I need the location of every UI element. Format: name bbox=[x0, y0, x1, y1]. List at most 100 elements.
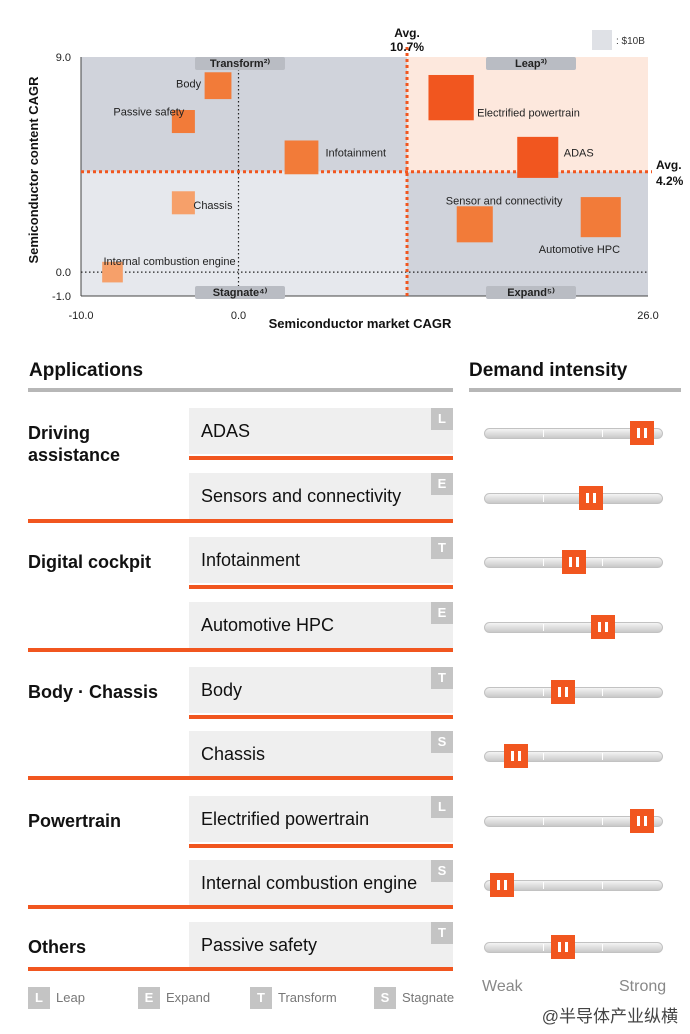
marker-grip bbox=[564, 942, 568, 952]
demand-track bbox=[484, 622, 663, 633]
avg-y-label-1: Avg. bbox=[656, 158, 682, 172]
demand-track bbox=[484, 880, 663, 891]
marker-grip bbox=[585, 493, 589, 503]
demand-track-tick bbox=[543, 753, 545, 760]
group-label-0: Driving assistance bbox=[28, 422, 120, 466]
application-label: Chassis bbox=[201, 744, 266, 764]
legend-label-leap: Leap bbox=[56, 990, 85, 1005]
marker-grip bbox=[592, 493, 596, 503]
bubble-automotive-hpc bbox=[580, 197, 621, 238]
marker-grip bbox=[597, 622, 601, 632]
demand-level-marker bbox=[590, 615, 615, 639]
quadrant-tag-bg-leap bbox=[486, 57, 576, 70]
group-label-line: assistance bbox=[28, 445, 121, 465]
demand-track bbox=[484, 493, 663, 504]
marker-grip bbox=[497, 880, 501, 890]
application-label: Infotainment bbox=[201, 550, 301, 570]
quadrant-tag-badge: S bbox=[431, 860, 453, 882]
group-rule bbox=[28, 967, 453, 971]
demand-track-tick bbox=[601, 753, 603, 760]
demand-level-marker bbox=[629, 809, 654, 833]
avg-x-label-1: Avg. bbox=[394, 26, 420, 40]
quadrant-tag-badge: L bbox=[431, 408, 453, 430]
scale-weak-label: Weak bbox=[482, 978, 523, 995]
application-row: ADAS bbox=[189, 408, 453, 454]
marker-grip bbox=[643, 428, 647, 438]
demand-level-marker bbox=[550, 935, 575, 959]
demand-track-tick bbox=[543, 882, 545, 889]
bubble-label: Electrified powertrain bbox=[477, 108, 580, 120]
group-rule bbox=[28, 519, 453, 523]
demand-track-tick bbox=[543, 495, 545, 502]
demand-track-tick bbox=[543, 624, 545, 631]
marker-grip bbox=[604, 622, 608, 632]
quadrant-tag-leap: Leap³⁾ bbox=[515, 58, 547, 70]
size-legend-label: : $10B bbox=[616, 36, 645, 47]
group-label-line: Body · Chassis bbox=[28, 682, 159, 702]
application-label: Automotive HPC bbox=[201, 615, 335, 635]
quadrant-tag-badge: T bbox=[431, 922, 453, 944]
demand-track-tick bbox=[601, 882, 603, 889]
marker-grip bbox=[511, 751, 515, 761]
marker-grip bbox=[568, 557, 572, 567]
legend-label-transform: Transform bbox=[278, 990, 337, 1005]
bubble-label: Body bbox=[176, 79, 202, 91]
bubble-label: Passive safety bbox=[113, 107, 184, 119]
quadrant-tag-bg-transform bbox=[195, 57, 285, 70]
demand-track-tick bbox=[543, 559, 545, 566]
demand-level-marker bbox=[504, 744, 529, 768]
group-label-2: Body · Chassis bbox=[28, 681, 158, 703]
quadrant-tag-badge: E bbox=[431, 473, 453, 495]
application-row: Sensors and connectivity bbox=[189, 473, 453, 519]
applications-heading: Applications bbox=[29, 360, 144, 381]
marker-grip bbox=[643, 816, 647, 826]
demand-rule bbox=[469, 388, 681, 392]
bubble-label: Internal combustion engine bbox=[104, 256, 236, 268]
bubble-electrified-powertrain bbox=[428, 74, 474, 121]
bubble-chart: Avg.10.7%Avg.4.2%Transform²⁾ Leap³⁾Stagna… bbox=[26, 26, 684, 331]
scale-strong-label: Strong bbox=[619, 978, 667, 995]
legend-badge-expand: E bbox=[138, 987, 160, 1009]
bubble-label: Automotive HPC bbox=[539, 244, 620, 256]
bubble-label: Chassis bbox=[193, 200, 233, 212]
application-row: Automotive HPC bbox=[189, 602, 453, 648]
quadrant-tag-stagnate: Stagnate⁴⁾ bbox=[213, 287, 268, 299]
x-tick-label: 0.0 bbox=[231, 310, 246, 322]
group-rule bbox=[28, 776, 453, 780]
bubble-label: ADAS bbox=[564, 147, 594, 159]
demand-track-tick bbox=[601, 430, 603, 437]
application-underline bbox=[189, 844, 453, 848]
demand-track bbox=[484, 751, 663, 762]
quadrant-tag-badge: T bbox=[431, 537, 453, 559]
marker-grip bbox=[636, 428, 640, 438]
bubble-infotainment bbox=[284, 140, 319, 175]
demand-level-marker bbox=[561, 550, 586, 574]
application-underline bbox=[189, 585, 453, 589]
group-label-3: Powertrain bbox=[28, 810, 121, 832]
marker-grip bbox=[636, 816, 640, 826]
demand-level-marker bbox=[578, 486, 603, 510]
demand-track-tick bbox=[601, 944, 603, 951]
marker-grip bbox=[557, 687, 561, 697]
application-label: ADAS bbox=[201, 421, 251, 441]
y-tick-label: -1.0 bbox=[52, 291, 71, 303]
marker-grip bbox=[557, 942, 561, 952]
demand-track-tick bbox=[601, 559, 603, 566]
demand-track bbox=[484, 816, 663, 827]
quadrant-tag-badge: L bbox=[431, 796, 453, 818]
demand-intensity-heading: Demand intensity bbox=[469, 360, 628, 381]
legend-badge-transform: T bbox=[250, 987, 272, 1009]
marker-grip bbox=[504, 880, 508, 890]
quadrant-tag-bg-stagnate bbox=[195, 286, 285, 299]
quadrant-tag-expand: Expand⁵⁾ bbox=[507, 287, 555, 299]
group-label-4: Others bbox=[28, 936, 86, 958]
x-tick-label: -10.0 bbox=[68, 310, 93, 322]
demand-track bbox=[484, 428, 663, 439]
group-label-line: Others bbox=[28, 937, 87, 957]
bubble-chassis bbox=[171, 191, 195, 215]
application-row: Passive safety bbox=[189, 922, 453, 968]
demand-track-tick bbox=[543, 430, 545, 437]
bubble-label: Infotainment bbox=[326, 147, 387, 159]
legend-badge-stagnate: S bbox=[374, 987, 396, 1009]
application-label: Sensors and connectivity bbox=[201, 486, 402, 506]
